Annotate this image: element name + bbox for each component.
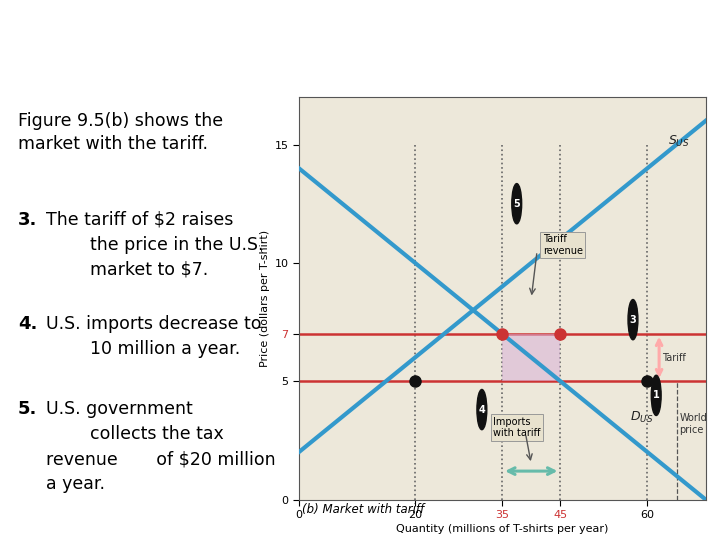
Text: U.S. government
        collects the tax
revenue       of $20 million
a year.: U.S. government collects the tax revenue… [46, 400, 276, 493]
Circle shape [628, 300, 638, 340]
Text: Figure 9.5(b) shows the
market with the tariff.: Figure 9.5(b) shows the market with the … [18, 112, 223, 153]
Text: World
price: World price [680, 413, 707, 435]
Text: Tariff
revenue: Tariff revenue [543, 234, 583, 256]
Text: $D_{US}$: $D_{US}$ [630, 409, 653, 424]
Text: 4.: 4. [18, 314, 37, 333]
Text: 1: 1 [653, 390, 660, 400]
Y-axis label: Price (dollars per T-shirt): Price (dollars per T-shirt) [260, 230, 270, 367]
Text: Tariff: Tariff [662, 353, 685, 362]
Text: The tariff of $2 raises
        the price in the U.S.
        market to $7.: The tariff of $2 raises the price in the… [46, 211, 264, 279]
Bar [503, 334, 560, 381]
Text: 3.: 3. [18, 211, 37, 229]
Text: 9. 3 INTERNATIONAL TRADE RESTRICTIONS: 9. 3 INTERNATIONAL TRADE RESTRICTIONS [17, 56, 450, 74]
X-axis label: Quantity (millions of T-shirts per year): Quantity (millions of T-shirts per year) [396, 524, 608, 534]
Text: U.S. imports decrease to
        10 million a year.: U.S. imports decrease to 10 million a ye… [46, 314, 262, 357]
Text: 5: 5 [513, 199, 520, 208]
Circle shape [477, 389, 487, 430]
Text: 4: 4 [479, 404, 485, 415]
Text: ✛: ✛ [653, 53, 675, 77]
Text: 5.: 5. [18, 400, 37, 418]
Circle shape [652, 375, 661, 415]
Circle shape [512, 184, 522, 224]
Text: $S_{US}$: $S_{US}$ [668, 134, 690, 149]
Text: 3: 3 [629, 315, 636, 325]
Text: (b) Market with tariff: (b) Market with tariff [302, 503, 425, 516]
Text: Imports
with tariff: Imports with tariff [493, 417, 541, 438]
